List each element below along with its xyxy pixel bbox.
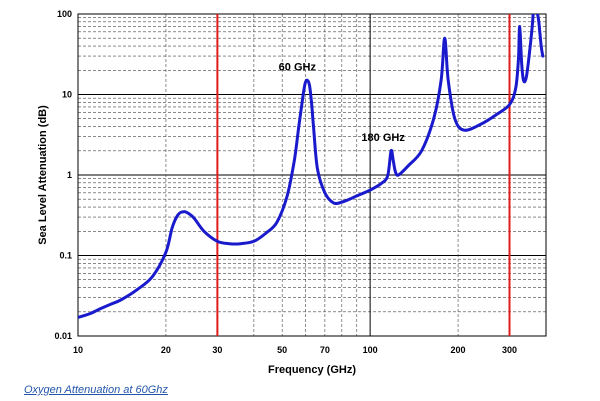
series-line bbox=[78, 14, 545, 319]
vertical-marker-layer bbox=[216, 14, 511, 336]
x-tick-label: 50 bbox=[277, 345, 287, 355]
y-tick-label: 1 bbox=[67, 170, 72, 180]
peak-annotation: 60 GHz bbox=[279, 61, 317, 73]
y-tick-label: 0.01 bbox=[54, 331, 72, 341]
plot-frame bbox=[77, 13, 547, 337]
caption-link[interactable]: Oxygen Attenuation at 60Ghz bbox=[24, 384, 168, 396]
y-tick-label: 100 bbox=[57, 9, 72, 19]
x-tick-label: 70 bbox=[320, 345, 330, 355]
y-tick-label: 10 bbox=[62, 90, 72, 100]
y-tick-labels: 0.01 0.1 1 10 100 bbox=[54, 9, 72, 341]
annotations: 60 GHz 180 GHz bbox=[279, 61, 406, 143]
x-tick-label: 300 bbox=[502, 345, 517, 355]
x-tick-label: 20 bbox=[161, 345, 171, 355]
x-tick-label: 10 bbox=[73, 345, 83, 355]
x-axis-title: Frequency (GHz) bbox=[268, 364, 356, 376]
x-tick-labels: 10 20 30 50 70 100 200 300 bbox=[73, 345, 517, 355]
y-axis-title: Sea Level Attenuation (dB) bbox=[37, 105, 49, 245]
grid-layer bbox=[78, 14, 546, 336]
x-tick-label: 200 bbox=[451, 345, 466, 355]
x-tick-label: 100 bbox=[363, 345, 378, 355]
y-tick-label: 0.1 bbox=[59, 251, 72, 261]
peak-annotation: 180 GHz bbox=[361, 132, 405, 144]
x-tick-label: 30 bbox=[212, 345, 222, 355]
